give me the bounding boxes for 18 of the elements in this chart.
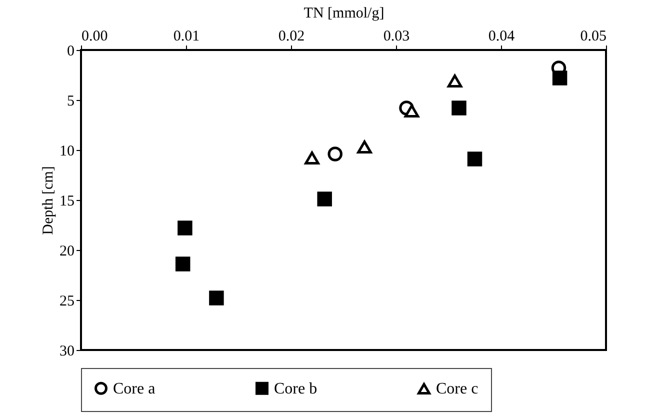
x-axis-title: TN [mmol/g] (304, 6, 384, 22)
y-tick-label: 10 (60, 144, 74, 160)
x-tick-label: 0.04 (488, 28, 516, 44)
y-tick-label: 5 (67, 94, 74, 110)
y-tick-label: 15 (60, 194, 74, 210)
y-tick-label: 20 (60, 244, 74, 260)
legend-label: Core c (436, 380, 478, 398)
x-tick-label: 0.03 (383, 28, 410, 44)
x-tick-label: 0.05 (580, 28, 606, 44)
y-tick-label: 30 (60, 344, 74, 360)
legend-label: Core a (113, 380, 156, 398)
x-tick-label: 0.00 (82, 28, 108, 44)
legend-label: Core b (274, 380, 318, 398)
x-tick-label: 0.02 (278, 28, 305, 44)
y-tick-label: 25 (60, 294, 74, 310)
y-tick-label: 0 (67, 44, 74, 60)
y-axis-title: Depth [cm] (40, 166, 56, 235)
x-tick-label: 0.01 (173, 28, 200, 44)
